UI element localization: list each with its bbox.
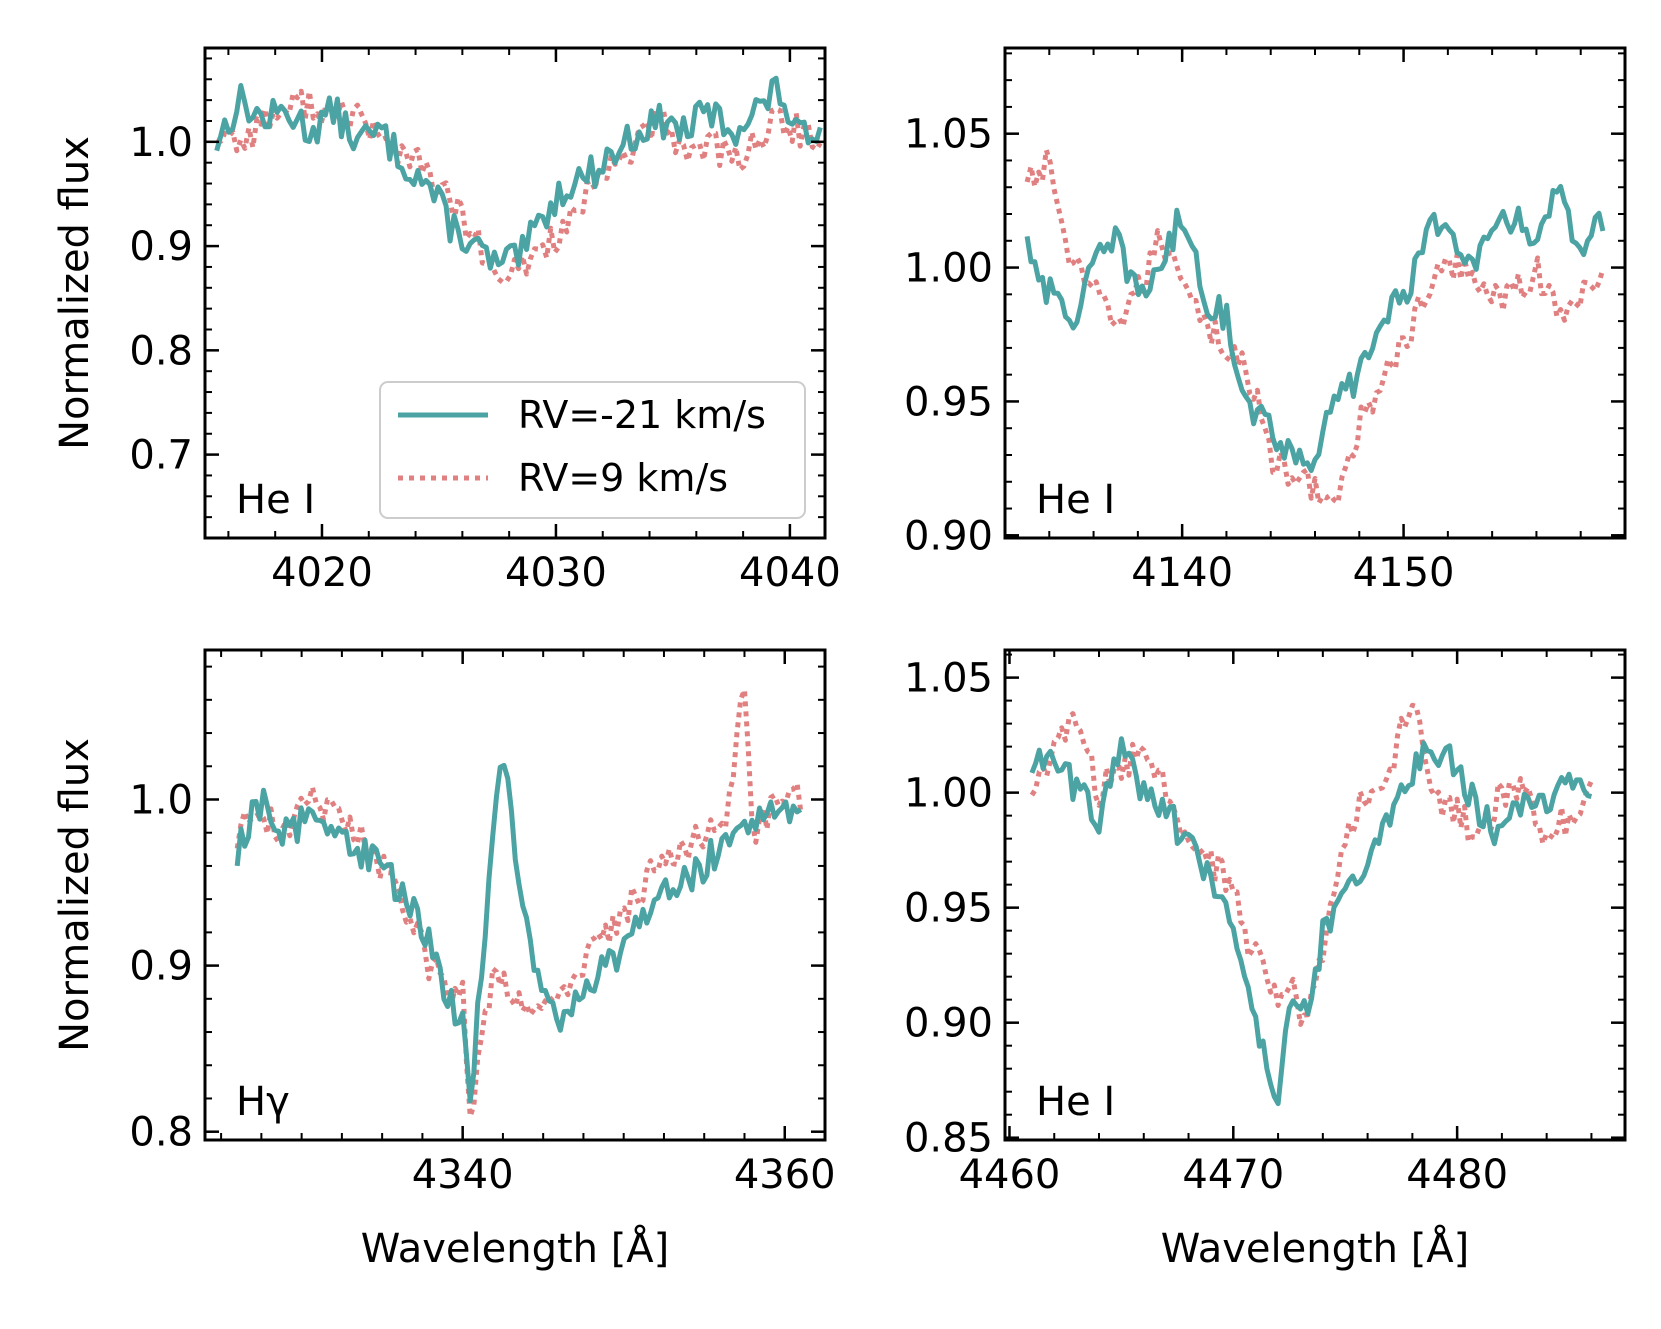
- x-tick-label-top-left: 4040: [739, 550, 841, 596]
- y-tick-label-bottom-left: 0.8: [129, 1110, 193, 1156]
- panel-label-bottom-right: He I: [1036, 1079, 1115, 1125]
- x-tick-label-bottom-right: 4460: [959, 1152, 1061, 1198]
- y-tick-label-top-left: 0.8: [129, 328, 193, 374]
- y-tick-label-bottom-right: 1.00: [904, 771, 993, 817]
- panel-bottom-right: Wavelength [Å] 4460 4470 4480 0.85 0.90 0.95 1…: [904, 648, 1627, 1272]
- x-axis-label-bottom-right: Wavelength [Å]: [1161, 1224, 1470, 1272]
- plot-frame-top-left: [203, 46, 827, 540]
- y-tick-label-top-left: 0.7: [129, 433, 193, 479]
- x-tick-label-bottom-right: 4470: [1182, 1152, 1284, 1198]
- y-tick-label-bottom-right: 1.05: [904, 656, 993, 702]
- legend-label-rv-plus9: RV=9 km/s: [518, 456, 728, 500]
- x-tick-label-top-left: 4020: [271, 550, 373, 596]
- x-tick-label-top-right: 4150: [1353, 550, 1455, 596]
- x-tick-label-top-left: 4030: [505, 550, 607, 596]
- y-tick-label-top-left: 1.0: [129, 120, 193, 166]
- series-line-rv-plus9-bottom-left: [234, 687, 804, 1119]
- y-tick-label-top-right: 1.00: [904, 246, 993, 292]
- x-tick-label-bottom-left: 4340: [412, 1152, 514, 1198]
- legend: RV=-21 km/s RV=9 km/s: [379, 381, 806, 519]
- x-axis-label-bottom-left: Wavelength [Å]: [361, 1224, 670, 1272]
- y-tick-label-top-right: 0.90: [904, 513, 993, 559]
- y-tick-label-bottom-right: 0.95: [904, 886, 993, 932]
- y-axis-label-top-left: Normalized flux: [52, 136, 98, 450]
- y-tick-label-top-left: 0.9: [129, 224, 193, 270]
- y-tick-label-top-right: 0.95: [904, 379, 993, 425]
- series-line-rv-minus21-bottom-right: [1029, 736, 1593, 1107]
- y-tick-label-bottom-right: 0.90: [904, 1001, 993, 1047]
- y-tick-label-bottom-right: 0.85: [904, 1116, 993, 1162]
- y-axis-label-bottom-left: Normalized flux: [52, 738, 98, 1052]
- y-tick-label-top-right: 1.05: [904, 112, 993, 158]
- y-tick-label-bottom-left: 0.9: [129, 944, 193, 990]
- panel-label-top-left: He I: [236, 477, 315, 523]
- plot-frame-bottom-left: [203, 648, 827, 1142]
- x-tick-label-top-right: 4140: [1131, 550, 1233, 596]
- series-line-rv-minus21-top-right: [1024, 183, 1606, 473]
- x-tick-label-bottom-right: 4480: [1406, 1152, 1508, 1198]
- panel-label-bottom-left: Hγ: [236, 1079, 290, 1125]
- panel-bottom-left: Normalized flux Wavelength [Å] 4340 4360 0…: [52, 648, 836, 1272]
- series-line-rv-minus21-top-left: [214, 75, 823, 271]
- panel-top-left: Normalized flux 4020 4030 4040 0.7 0.8 0.9 1.0…: [52, 46, 841, 596]
- plot-frame-bottom-right: [1003, 648, 1627, 1142]
- y-tick-label-bottom-left: 1.0: [129, 777, 193, 823]
- series-line-rv-plus9-top-right: [1024, 147, 1606, 506]
- series-line-rv-plus9-top-left: [215, 88, 823, 285]
- panel-top-right: 4140 4150 0.90 0.95 1.00 1.05 He I: [904, 46, 1627, 596]
- series-line-rv-minus21-bottom-left: [234, 762, 803, 1104]
- legend-label-rv-minus21: RV=-21 km/s: [518, 393, 766, 437]
- x-tick-label-bottom-left: 4360: [734, 1152, 836, 1198]
- panel-label-top-right: He I: [1036, 477, 1115, 523]
